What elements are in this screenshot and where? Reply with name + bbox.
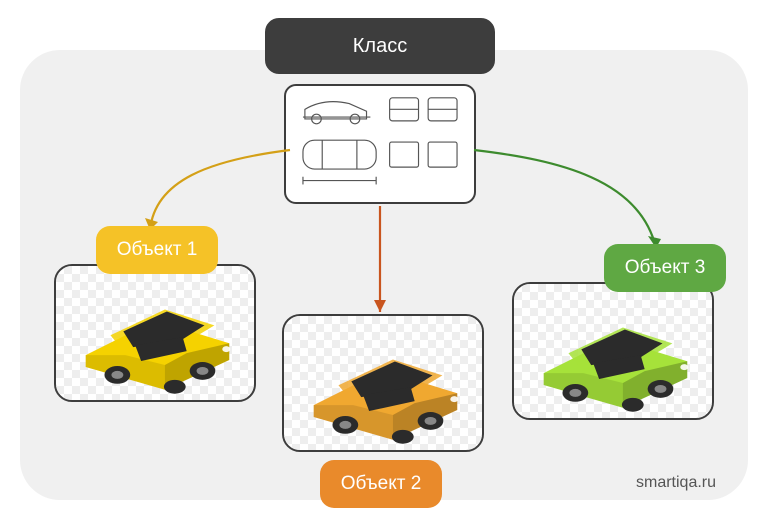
object1-label-text: Объект 1 [117, 239, 198, 261]
object2-label-box: Объект 2 [320, 460, 442, 508]
car-icon [284, 316, 482, 452]
car-icon [56, 266, 254, 402]
blueprint-card [284, 84, 476, 204]
class-label-text: Класс [353, 35, 407, 58]
blueprint-icon [292, 92, 468, 196]
object1-label-box: Объект 1 [96, 226, 218, 274]
watermark-text: smartiqa.ru [636, 474, 716, 492]
object3-label-box: Объект 3 [604, 244, 726, 292]
object1-card [54, 264, 256, 402]
object2-label-text: Объект 2 [341, 473, 422, 495]
object3-label-text: Объект 3 [625, 257, 706, 279]
object3-card [512, 282, 714, 420]
object2-card [282, 314, 484, 452]
car-icon [514, 284, 712, 420]
class-label-box: Класс [265, 18, 495, 74]
